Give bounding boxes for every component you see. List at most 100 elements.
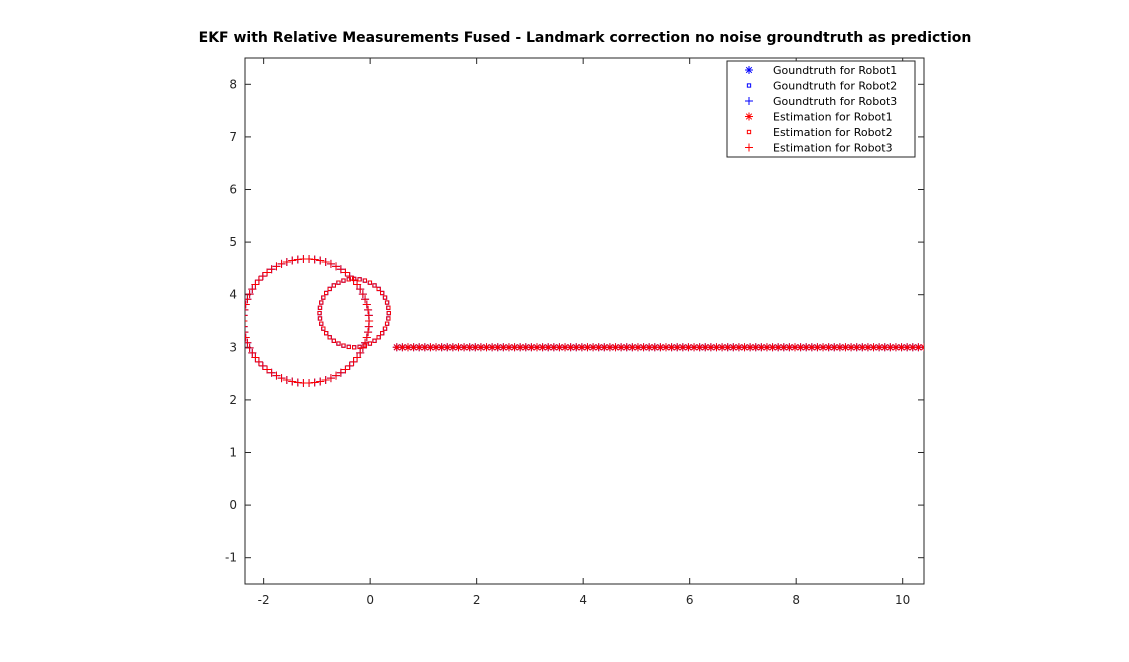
data-point [768,343,777,352]
data-point [532,343,541,352]
data-point [841,343,850,352]
data-point [549,343,558,352]
data-point [272,371,281,380]
data-point [718,343,727,352]
data-point [897,343,906,352]
data-point [723,343,732,352]
data-point [327,335,332,340]
series-4 [392,343,924,352]
data-point [740,343,749,352]
data-point [254,357,263,366]
y-tick-label: 8 [229,77,237,91]
data-point [251,353,260,362]
data-point [695,343,704,352]
data-point [561,343,570,352]
data-point [317,305,323,310]
legend-entry: Goundtruth for Robot3 [773,95,897,108]
data-point [779,343,788,352]
data-point [443,343,452,352]
data-point [471,343,480,352]
data-point [248,285,257,294]
x-tick-label: 10 [895,593,910,607]
data-point [258,272,267,281]
series-6 [245,254,374,388]
data-point [245,331,249,333]
data-point [386,310,391,316]
data-point [367,280,373,285]
legend-entry: Goundtruth for Robot1 [773,64,897,77]
data-point [594,343,603,352]
legend-marker [745,97,753,105]
data-point [813,343,822,352]
data-point [380,290,385,296]
data-point [499,343,508,352]
legend: Goundtruth for Robot1 Goundtruth for Robo… [726,60,916,158]
data-point [267,265,276,274]
y-tick-label: 7 [229,130,237,144]
data-point [891,343,900,352]
data-point [362,333,371,342]
data-point [690,343,699,352]
data-point [386,316,391,321]
data-point [319,300,324,305]
chart-title: EKF with Relative Measurements Fused - L… [199,30,972,46]
data-point [920,343,924,352]
data-point [465,343,474,352]
data-point [310,378,319,387]
data-point [364,311,373,320]
data-point [245,333,250,342]
data-point [600,343,609,352]
data-point [628,343,637,352]
data-point [245,320,248,322]
data-point [633,343,642,352]
data-point [321,257,330,266]
series-5 [317,276,391,350]
data-point [277,259,286,268]
x-tick-label: 2 [473,593,481,607]
data-point [589,343,598,352]
y-tick-label: 0 [229,498,237,512]
data-point [386,305,391,310]
data-point [757,343,766,352]
data-point [869,343,878,352]
data-point [332,371,341,380]
data-point [521,343,530,352]
data-point [321,376,330,385]
data-point [317,310,322,316]
data-point [345,361,354,370]
data-point [673,343,682,352]
data-point [656,343,665,352]
data-point [277,374,286,383]
y-tick-label: -1 [225,551,237,565]
y-tick-label: 1 [229,446,237,460]
data-point [293,255,302,264]
data-point [454,343,463,352]
data-point [398,343,407,352]
data-point [346,344,351,350]
data-point [376,335,381,340]
data-point [914,343,923,352]
data-point [272,262,281,271]
data-point [349,276,358,285]
data-point [824,343,833,352]
data-point [762,343,771,352]
data-point [774,343,783,352]
data-point [493,343,502,352]
data-point [341,278,346,283]
data-point [382,326,388,331]
data-point [504,343,513,352]
data-point [555,343,564,352]
data-point [678,343,687,352]
data-point [364,328,373,337]
data-point [432,343,441,352]
data-point [448,343,457,352]
data-point [712,343,721,352]
data-point [356,285,365,294]
data-point [317,316,323,321]
data-point [516,343,525,352]
y-tick-label: 6 [229,183,237,197]
y-tick-label: 4 [229,288,237,302]
data-point [341,365,350,374]
data-point [880,343,889,352]
